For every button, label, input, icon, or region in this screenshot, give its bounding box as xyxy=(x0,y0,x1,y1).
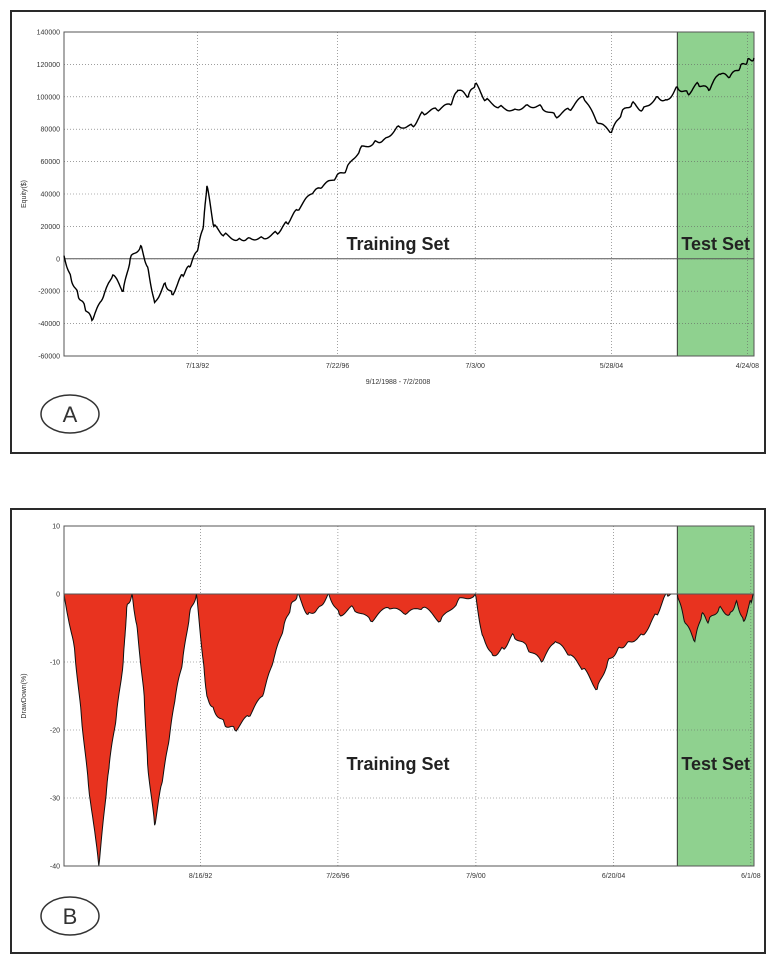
x-tick-label: 8/16/92 xyxy=(189,873,212,880)
y-tick-label: -40 xyxy=(50,864,60,871)
y-tick-label: -60000 xyxy=(38,354,60,361)
y-tick-label: -10 xyxy=(50,660,60,667)
panel-label: A xyxy=(63,402,78,427)
y-tick-label: 40000 xyxy=(41,192,61,199)
y-ticks: 10 0 -10 -20 -30 -40 xyxy=(50,524,60,871)
y-tick-label: 60000 xyxy=(41,159,61,166)
x-ticks: 8/16/92 7/26/96 7/9/00 6/20/04 6/1/08 xyxy=(189,873,761,880)
x-tick-label: 7/26/96 xyxy=(326,873,349,880)
panel-label: B xyxy=(63,904,78,929)
drawdown-chart: 10 0 -10 -20 -30 -40 8/16/92 7/26/96 7/9/00 6/20… xyxy=(21,524,761,936)
training-set-label: Training Set xyxy=(346,754,449,774)
test-set-label: Test Set xyxy=(681,234,750,254)
plot-frame xyxy=(63,31,755,357)
panel-a: 140000 120000 100000 80000 60000 40000 20000 0 -… xyxy=(10,10,766,454)
x-tick-label: 7/3/00 xyxy=(465,363,485,370)
test-set-label: Test Set xyxy=(681,754,750,774)
grid xyxy=(64,31,754,357)
x-tick-label: 6/1/08 xyxy=(741,873,761,880)
y-tick-label: -30 xyxy=(50,796,60,803)
panel-badge xyxy=(40,896,100,936)
x-tick-label: 6/20/04 xyxy=(602,873,625,880)
equity-line xyxy=(63,57,755,322)
y-axis-label: DrawDown(%) xyxy=(21,673,28,718)
drawdown-area xyxy=(63,592,754,867)
y-tick-label: 0 xyxy=(56,256,60,263)
y-ticks: 140000 120000 100000 80000 60000 40000 20000 0 -… xyxy=(37,30,60,361)
x-axis-label: 9/12/1988 - 7/2/2008 xyxy=(366,379,431,386)
x-tick-label: 7/13/92 xyxy=(186,363,209,370)
panel-badge xyxy=(40,394,100,434)
y-tick-label: 140000 xyxy=(37,30,60,37)
y-tick-label: 0 xyxy=(56,592,60,599)
y-tick-label: 20000 xyxy=(41,224,61,231)
plot-frame xyxy=(63,525,755,867)
y-tick-label: -20000 xyxy=(38,289,60,296)
y-tick-label: 100000 xyxy=(37,94,60,101)
y-tick-label: -40000 xyxy=(38,321,60,328)
test-set-region xyxy=(676,525,755,867)
panel-b: 10 0 -10 -20 -30 -40 8/16/92 7/26/96 7/9/00 6/20… xyxy=(10,508,766,954)
y-tick-label: 120000 xyxy=(37,62,60,69)
y-tick-label: 80000 xyxy=(41,127,61,134)
x-tick-label: 7/22/96 xyxy=(326,363,349,370)
equity-chart: 140000 120000 100000 80000 60000 40000 20000 0 -… xyxy=(21,30,759,434)
y-axis-label: Equity($) xyxy=(21,180,28,208)
y-tick-label: 10 xyxy=(52,524,60,531)
y-tick-label: -20 xyxy=(50,728,60,735)
training-set-label: Training Set xyxy=(346,234,449,254)
x-tick-label: 5/28/04 xyxy=(600,363,623,370)
x-ticks: 7/13/92 7/22/96 7/3/00 5/28/04 4/24/08 xyxy=(186,363,759,370)
x-tick-label: 4/24/08 xyxy=(736,363,759,370)
x-tick-label: 7/9/00 xyxy=(466,873,486,880)
